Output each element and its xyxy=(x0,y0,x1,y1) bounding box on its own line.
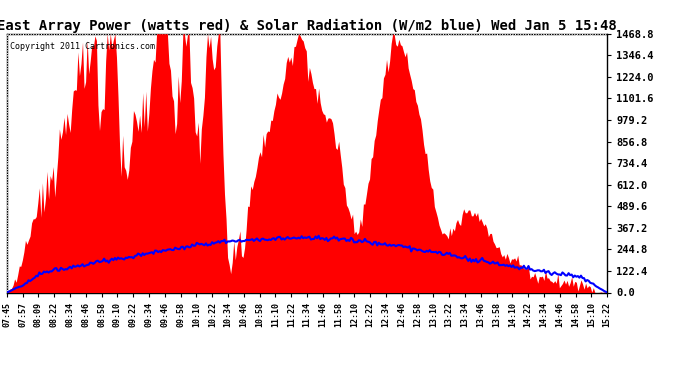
Text: Copyright 2011 Cartronics.com: Copyright 2011 Cartronics.com xyxy=(10,42,155,51)
Title: East Array Power (watts red) & Solar Radiation (W/m2 blue) Wed Jan 5 15:48: East Array Power (watts red) & Solar Rad… xyxy=(0,18,617,33)
